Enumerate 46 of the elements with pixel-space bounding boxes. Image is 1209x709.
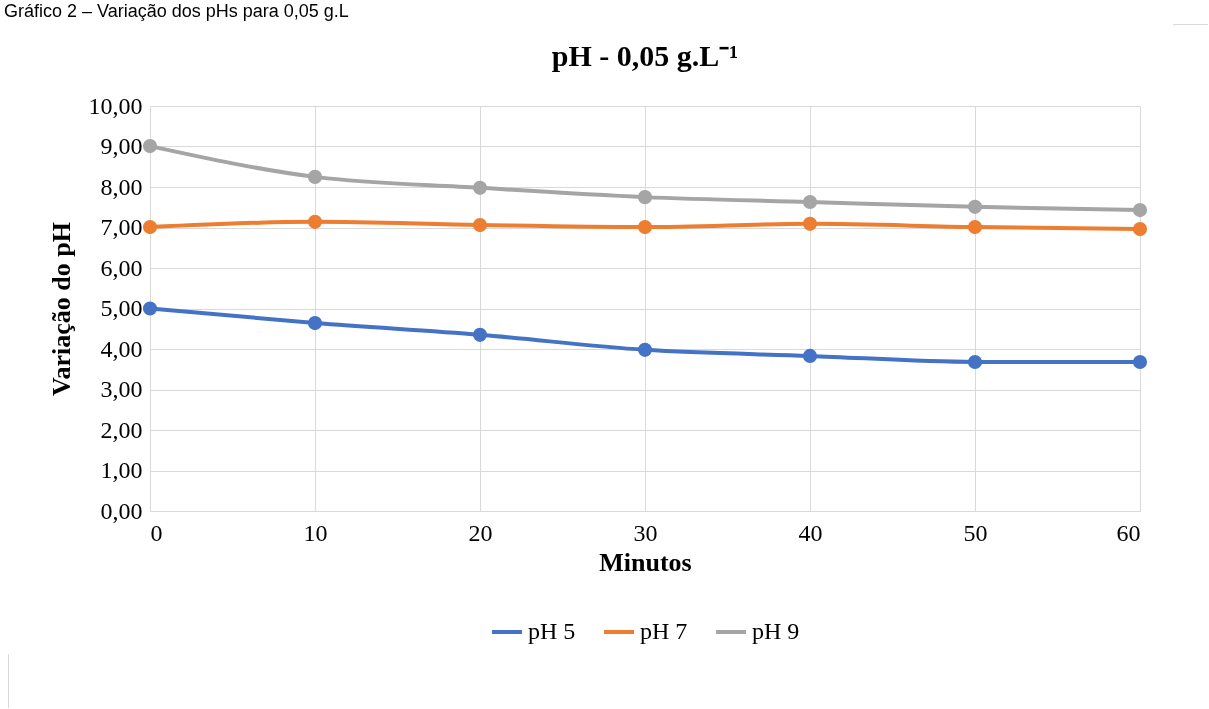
point: [1132, 354, 1148, 370]
x-tick-label: 0: [150, 519, 163, 546]
x-tick-label: 60: [1116, 519, 1141, 546]
legend-label: pH 5: [528, 618, 576, 644]
point: [967, 354, 983, 370]
x-tick-label: 40: [798, 519, 823, 546]
point: [637, 190, 653, 205]
chart-title: pH - 0,05 g.L⁻¹: [551, 39, 739, 72]
point: [802, 194, 818, 210]
x-tick-label: 10: [303, 519, 328, 546]
point: [637, 220, 653, 235]
point: [307, 169, 323, 184]
point: [472, 327, 488, 342]
y-tick-label: 5,00: [100, 295, 143, 321]
point: [142, 301, 158, 316]
point: [472, 218, 488, 233]
point: [637, 342, 653, 357]
point: [307, 316, 323, 331]
y-tick-label: 2,00: [100, 416, 143, 443]
y-tick-label: 1,00: [100, 457, 143, 483]
point: [1132, 203, 1148, 218]
point: [307, 214, 323, 229]
y-tick-label: 7,00: [100, 214, 143, 240]
point: [1132, 222, 1148, 237]
text: Gráfico 2 – Variação dos pHs para 0,05 g.L: [4, 0, 350, 22]
y-tick-label: 0,00: [100, 497, 143, 524]
y-tick-label: 6,00: [100, 254, 143, 281]
point: [967, 220, 983, 235]
legend-label: pH 9: [752, 618, 800, 644]
point: [802, 348, 818, 363]
point: [142, 220, 158, 235]
y-axis-title: Variação do pH: [46, 222, 76, 396]
x-axis-title: Minutos: [599, 547, 692, 577]
point: [802, 216, 818, 231]
x-tick-label: 20: [468, 519, 493, 546]
point: [142, 139, 158, 154]
x-tick-label: 50: [963, 519, 988, 546]
point: [967, 199, 983, 214]
y-tick-label: 10,00: [88, 92, 143, 119]
y-tick-label: 9,00: [100, 133, 143, 159]
y-tick-label: 8,00: [100, 173, 143, 200]
y-tick-label: 3,00: [100, 376, 143, 402]
legend-label: pH 7: [640, 618, 688, 644]
point: [472, 180, 488, 195]
x-tick-label: 30: [633, 519, 658, 546]
y-tick-label: 4,00: [100, 335, 143, 362]
